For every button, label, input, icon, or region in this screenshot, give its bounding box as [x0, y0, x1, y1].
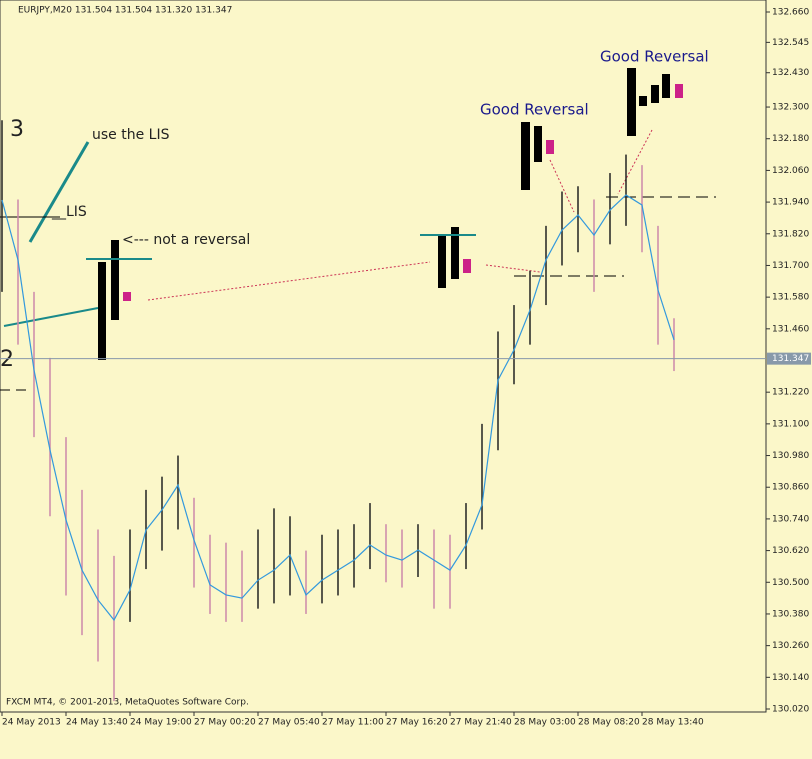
moving-average — [1, 194, 675, 622]
annotation: __LIS — [51, 204, 87, 220]
annotation: Good Reversal — [600, 48, 709, 66]
x-tick-label: 24 May 2013 — [2, 718, 61, 728]
y-tick-label: 131.700 — [772, 261, 809, 271]
y-tick-label: 130.980 — [772, 451, 809, 461]
y-tick-label: 131.100 — [772, 419, 809, 429]
x-tick-label: 27 May 16:20 — [386, 718, 448, 728]
annotation: <--- not a reversal — [122, 232, 250, 248]
current-price-box — [767, 352, 811, 365]
y-tick-label: 131.940 — [772, 198, 809, 208]
current-price-label: 131.347 — [772, 354, 809, 364]
y-tick-label: 132.060 — [772, 166, 809, 176]
x-tick-label: 28 May 13:40 — [642, 718, 704, 728]
y-tick-label: 131.460 — [772, 324, 809, 334]
y-tick-label: 132.660 — [772, 8, 809, 18]
y-tick-label: 132.545 — [772, 38, 809, 48]
header: EURJPY,M20 131.504 131.504 131.320 131.3… — [18, 6, 232, 16]
y-tick-label: 130.020 — [772, 705, 809, 715]
y-tick-label: 131.580 — [772, 293, 809, 303]
wave-label: 2 — [0, 347, 14, 372]
y-tick-label: 132.180 — [772, 134, 809, 144]
y-tick-label: 132.430 — [772, 68, 809, 78]
x-tick-label: 24 May 13:40 — [66, 718, 128, 728]
x-tick-label: 27 May 21:40 — [450, 718, 512, 728]
y-tick-label: 132.300 — [772, 103, 809, 113]
y-tick-label: 130.260 — [772, 641, 809, 651]
x-tick-label: 24 May 19:00 — [130, 718, 192, 728]
x-tick-label: 28 May 08:20 — [578, 718, 640, 728]
y-tick-label: 130.500 — [772, 578, 809, 588]
plot-frame — [0, 0, 767, 713]
y-tick-label: 130.740 — [772, 514, 809, 524]
annotation-shapes — [0, 68, 716, 391]
y-tick-label: 130.620 — [772, 546, 809, 556]
wave-label: 3 — [10, 117, 24, 142]
footer: FXCM MT4, © 2001-2013, MetaQuotes Softwa… — [6, 698, 249, 708]
x-tick-label: 27 May 11:00 — [322, 718, 384, 728]
annotation: use the LIS — [92, 127, 170, 143]
x-tick-label: 28 May 03:00 — [514, 718, 576, 728]
y-tick-label: 130.380 — [772, 609, 809, 619]
y-tick-label: 131.220 — [772, 388, 809, 398]
y-tick-label: 130.860 — [772, 483, 809, 493]
x-tick-label: 27 May 00:20 — [194, 718, 256, 728]
annotation: Good Reversal — [480, 101, 589, 119]
y-tick-label: 131.820 — [772, 229, 809, 239]
x-tick-label: 27 May 05:40 — [258, 718, 320, 728]
y-tick-label: 130.140 — [772, 673, 809, 683]
